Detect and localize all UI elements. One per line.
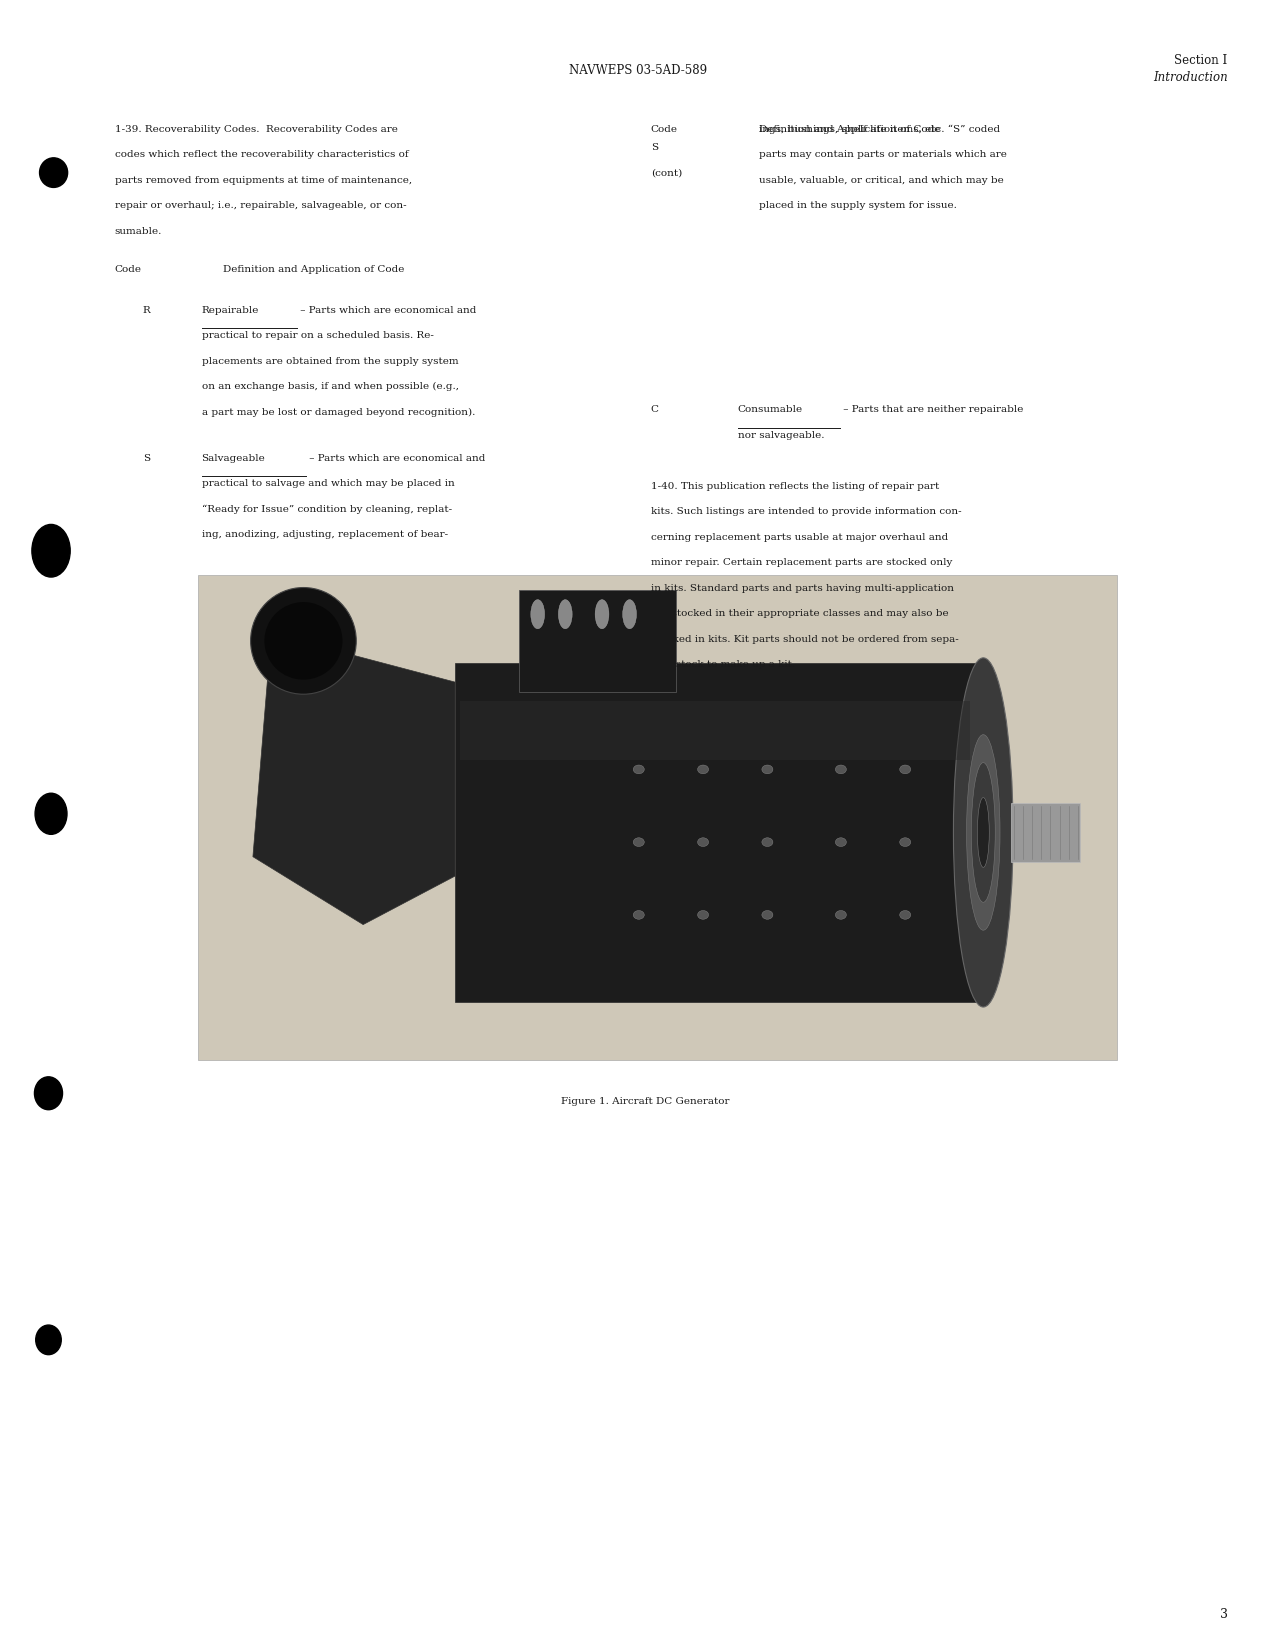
Ellipse shape xyxy=(698,764,708,774)
Ellipse shape xyxy=(966,735,1000,931)
Ellipse shape xyxy=(971,763,995,903)
Ellipse shape xyxy=(977,797,989,868)
Ellipse shape xyxy=(250,587,356,694)
Ellipse shape xyxy=(633,764,644,774)
Text: 3: 3 xyxy=(1220,1608,1228,1621)
Text: Consumable: Consumable xyxy=(738,406,803,414)
Text: – Parts which are economical and: – Parts which are economical and xyxy=(306,454,486,462)
Text: a part may be lost or damaged beyond recognition).: a part may be lost or damaged beyond rec… xyxy=(202,408,475,418)
Text: 1-40. This publication reflects the listing of repair part: 1-40. This publication reflects the list… xyxy=(651,482,939,490)
Ellipse shape xyxy=(953,658,1013,1008)
Text: – Parts which are economical and: – Parts which are economical and xyxy=(297,306,477,316)
Ellipse shape xyxy=(36,1325,61,1355)
Text: are stocked in their appropriate classes and may also be: are stocked in their appropriate classes… xyxy=(651,610,948,618)
Text: kits. Such listings are intended to provide information con-: kits. Such listings are intended to prov… xyxy=(651,508,961,516)
Polygon shape xyxy=(253,633,456,924)
Text: practical to repair on a scheduled basis. Re-: practical to repair on a scheduled basis… xyxy=(202,332,434,340)
Ellipse shape xyxy=(762,911,773,919)
Ellipse shape xyxy=(900,911,911,919)
Ellipse shape xyxy=(34,1077,63,1110)
Ellipse shape xyxy=(762,764,773,774)
Text: codes which reflect the recoverability characteristics of: codes which reflect the recoverability c… xyxy=(115,151,408,159)
Polygon shape xyxy=(1011,804,1079,861)
Text: Code: Code xyxy=(651,125,678,133)
Text: Figure 1. Aircraft DC Generator: Figure 1. Aircraft DC Generator xyxy=(561,1097,730,1105)
Text: sumable.: sumable. xyxy=(115,227,162,235)
Text: R: R xyxy=(143,306,151,316)
Text: ing, anodizing, adjusting, replacement of bear-: ing, anodizing, adjusting, replacement o… xyxy=(202,529,448,539)
Ellipse shape xyxy=(264,602,342,679)
Ellipse shape xyxy=(623,600,637,628)
Ellipse shape xyxy=(836,838,846,847)
FancyBboxPatch shape xyxy=(198,575,1116,1060)
Text: Definition and Application of Code: Definition and Application of Code xyxy=(223,265,404,275)
Text: parts removed from equipments at time of maintenance,: parts removed from equipments at time of… xyxy=(115,176,412,184)
Text: cerning replacement parts usable at major overhaul and: cerning replacement parts usable at majo… xyxy=(651,533,948,541)
Ellipse shape xyxy=(595,600,609,628)
Text: Introduction: Introduction xyxy=(1152,71,1228,84)
Ellipse shape xyxy=(531,600,545,628)
Text: in kits. Standard parts and parts having multi-application: in kits. Standard parts and parts having… xyxy=(651,584,953,592)
Text: Repairable: Repairable xyxy=(202,306,259,316)
Ellipse shape xyxy=(900,838,911,847)
Polygon shape xyxy=(456,663,979,1003)
Text: Definition and Application of Code: Definition and Application of Code xyxy=(759,125,940,133)
Text: practical to salvage and which may be placed in: practical to salvage and which may be pl… xyxy=(202,478,454,488)
Ellipse shape xyxy=(32,524,70,577)
Ellipse shape xyxy=(40,158,68,187)
Ellipse shape xyxy=(559,600,572,628)
Text: nor salvageable.: nor salvageable. xyxy=(738,431,824,439)
Ellipse shape xyxy=(698,911,708,919)
Text: usable, valuable, or critical, and which may be: usable, valuable, or critical, and which… xyxy=(759,176,1004,184)
Ellipse shape xyxy=(633,838,644,847)
Ellipse shape xyxy=(762,838,773,847)
Text: Code: Code xyxy=(115,265,142,275)
Text: placements are obtained from the supply system: placements are obtained from the supply … xyxy=(202,357,458,367)
Text: “Ready for Issue” condition by cleaning, replat-: “Ready for Issue” condition by cleaning,… xyxy=(202,505,452,515)
Text: S: S xyxy=(143,454,151,462)
Text: NAVWEPS 03-5AD-589: NAVWEPS 03-5AD-589 xyxy=(569,64,707,77)
Text: S: S xyxy=(651,143,658,151)
Ellipse shape xyxy=(633,911,644,919)
Text: rate stock to make up a kit.: rate stock to make up a kit. xyxy=(651,659,795,669)
Text: minor repair. Certain replacement parts are stocked only: minor repair. Certain replacement parts … xyxy=(651,559,952,567)
Text: Section I: Section I xyxy=(1174,54,1228,67)
Ellipse shape xyxy=(36,794,68,834)
Text: C: C xyxy=(651,406,658,414)
Text: parts may contain parts or materials which are: parts may contain parts or materials whi… xyxy=(759,151,1007,159)
Ellipse shape xyxy=(836,911,846,919)
Ellipse shape xyxy=(900,764,911,774)
Text: Salvageable: Salvageable xyxy=(202,454,265,462)
Ellipse shape xyxy=(836,764,846,774)
Text: on an exchange basis, if and when possible (e.g.,: on an exchange basis, if and when possib… xyxy=(202,383,458,391)
Polygon shape xyxy=(519,590,675,692)
Text: ings, bushings, shelf life items, etc. “S” coded: ings, bushings, shelf life items, etc. “… xyxy=(759,125,1000,135)
Text: repair or overhaul; i.e., repairable, salvageable, or con-: repair or overhaul; i.e., repairable, sa… xyxy=(115,202,407,210)
Ellipse shape xyxy=(698,838,708,847)
FancyBboxPatch shape xyxy=(459,702,970,760)
Text: stocked in kits. Kit parts should not be ordered from sepa-: stocked in kits. Kit parts should not be… xyxy=(651,635,958,643)
Text: (cont): (cont) xyxy=(651,168,681,178)
Text: – Parts that are neither repairable: – Parts that are neither repairable xyxy=(840,406,1023,414)
Text: placed in the supply system for issue.: placed in the supply system for issue. xyxy=(759,202,957,210)
Text: 1-39. Recoverability Codes.  Recoverability Codes are: 1-39. Recoverability Codes. Recoverabili… xyxy=(115,125,398,133)
